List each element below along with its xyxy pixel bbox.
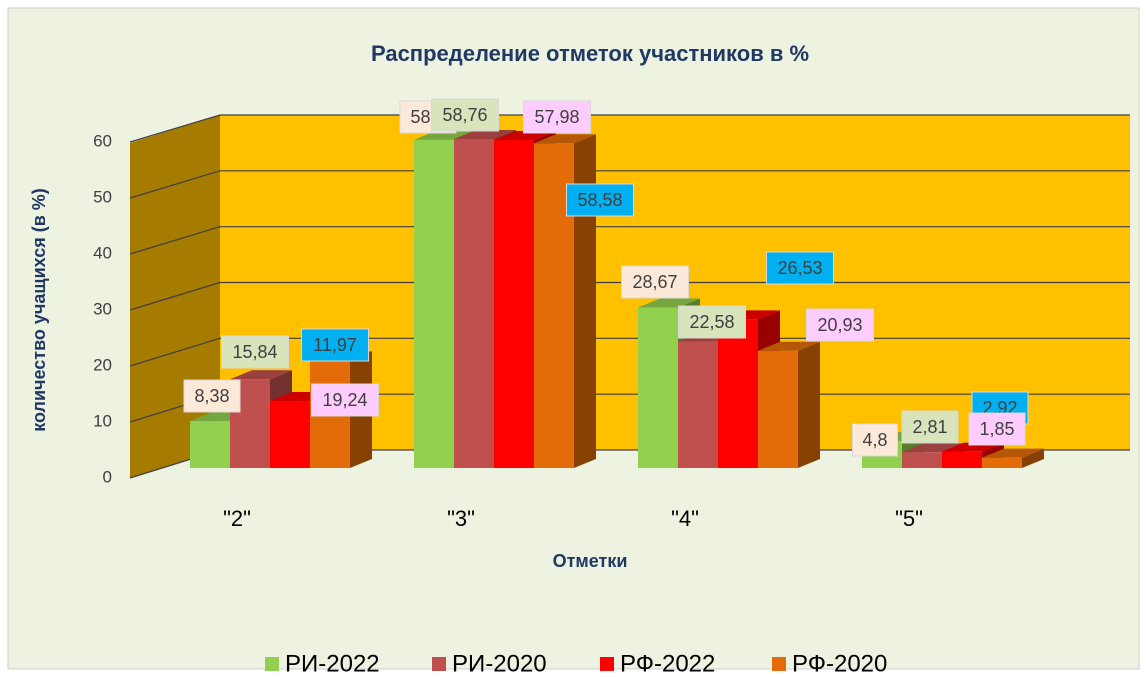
bar <box>902 452 942 468</box>
bar-top <box>534 134 596 144</box>
x-tick-label: "3" <box>447 506 475 531</box>
y-tick-label: 40 <box>93 243 112 262</box>
data-label: 20,93 <box>817 315 862 335</box>
data-label: 4,8 <box>862 430 887 450</box>
legend-swatch <box>432 657 446 671</box>
data-label-box <box>766 251 834 285</box>
y-tick-label: 50 <box>93 187 112 206</box>
data-label: 57,98 <box>534 107 579 127</box>
y-tick-label: 30 <box>93 299 112 318</box>
data-label-box <box>806 308 874 342</box>
legend-label: РИ-2020 <box>452 650 547 677</box>
x-tick-label: "4" <box>671 506 699 531</box>
grid-line <box>129 337 221 367</box>
bar <box>678 341 718 468</box>
y-axis-title: количество учащихся (в %) <box>29 188 49 432</box>
legend-label: РФ-2020 <box>792 650 887 677</box>
data-label: 11,97 <box>313 335 357 355</box>
data-label-box <box>431 98 499 132</box>
bar <box>454 138 494 468</box>
x-tick-label: "2" <box>223 506 251 531</box>
chart-title: Распределение отметок участников в % <box>371 41 809 66</box>
data-label-box <box>183 379 241 413</box>
bar-top <box>982 448 1044 458</box>
data-label: 19,24 <box>322 390 367 410</box>
bar <box>942 451 982 468</box>
bar-top <box>902 443 964 453</box>
bar <box>494 139 534 468</box>
y-tick-label: 60 <box>93 131 112 150</box>
grid-line <box>129 226 221 255</box>
y-tick-label: 20 <box>93 355 112 374</box>
bar <box>638 307 678 468</box>
data-label-box <box>968 412 1026 446</box>
data-label-box <box>301 328 369 362</box>
data-label: 22,58 <box>689 312 734 332</box>
legend-swatch <box>772 657 786 671</box>
data-label-box <box>221 335 289 369</box>
x-tick-label: "5" <box>895 506 923 531</box>
legend-label: РФ-2022 <box>620 650 715 677</box>
bar-side <box>574 134 596 468</box>
data-label: 58,76 <box>442 105 487 125</box>
bar <box>758 350 798 468</box>
legend-swatch <box>265 657 279 671</box>
bar-top <box>230 370 292 380</box>
y-tick-label: 10 <box>93 411 112 430</box>
bar-side <box>798 341 820 468</box>
bar-top <box>638 298 700 308</box>
data-label-box <box>311 383 379 417</box>
grid-line <box>129 281 221 311</box>
bar <box>718 319 758 468</box>
bar <box>270 400 310 468</box>
bar <box>190 421 230 468</box>
data-label-box <box>523 100 591 134</box>
data-label: 28,67 <box>632 272 677 292</box>
data-label: 58,58 <box>577 190 622 210</box>
bar <box>414 139 454 468</box>
bar-top <box>414 130 476 140</box>
data-label-box <box>678 305 746 339</box>
data-label: 15,84 <box>232 342 277 362</box>
bar-side <box>1022 448 1044 468</box>
data-label: 1,85 <box>979 419 1014 439</box>
x-axis-title: Отметки <box>553 551 628 571</box>
data-label-box <box>566 183 634 217</box>
data-label-box <box>621 265 689 299</box>
bar-top <box>758 341 820 351</box>
grid-line <box>129 114 221 143</box>
y-tick-label: 0 <box>103 467 112 486</box>
grid-line <box>129 170 221 199</box>
legend-swatch <box>600 657 614 671</box>
legend-label: РИ-2022 <box>285 650 380 677</box>
bar <box>982 457 1022 468</box>
data-label: 8,38 <box>194 386 229 406</box>
data-label-box <box>901 410 959 444</box>
data-label-box <box>852 423 898 457</box>
bar-top <box>454 129 516 139</box>
data-label: 26,53 <box>777 258 822 278</box>
data-label: 2,81 <box>912 417 947 437</box>
